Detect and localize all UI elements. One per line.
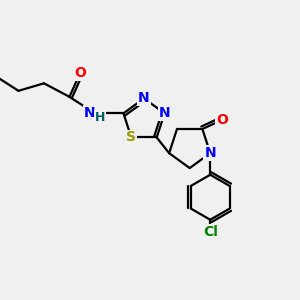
Text: N: N — [84, 106, 95, 120]
Text: S: S — [126, 130, 136, 145]
Text: Cl: Cl — [203, 225, 218, 239]
Text: N: N — [138, 92, 150, 105]
Text: H: H — [95, 111, 105, 124]
Text: N: N — [159, 106, 170, 120]
Text: N: N — [204, 146, 216, 160]
Text: O: O — [74, 66, 86, 80]
Text: O: O — [216, 113, 228, 127]
